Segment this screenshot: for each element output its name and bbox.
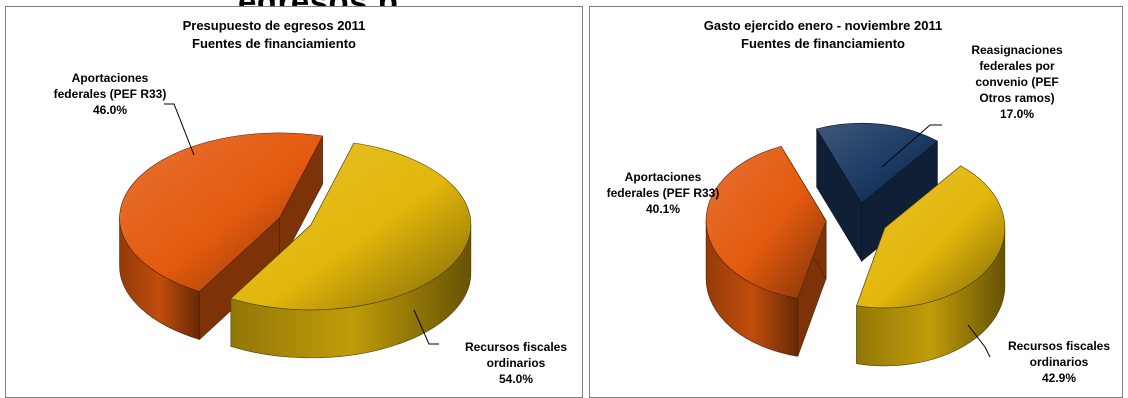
slice-label-federales: Aportaciones federales (PEF R33) 46.0% [53,71,167,117]
leader-line-fiscales [967,324,991,358]
chart-title-line-1: Gasto ejercido enero - noviembre 2011 [703,18,943,33]
chart-panel-presupuesto: Presupuesto de egresos 2011 Fuentes de f… [5,6,583,398]
pie-slice-federales [119,132,324,341]
chart-title-line-2: Fuentes de financiamiento [192,36,356,51]
leader-line-fiscales [413,309,439,345]
pie-slice-fiscales [856,165,1006,367]
pie-slice-reasignaciones [816,122,938,263]
slice-label-fiscales: Recursos fiscales ordinarios 54.0% [464,340,568,386]
chart-title-line-2: Fuentes de financiamiento [741,36,905,51]
pie-slice-fiscales [230,142,472,359]
pie-chart-gasto [705,122,1006,367]
pie-slice-federales [705,145,827,357]
leader-line-reasignaciones [881,124,942,168]
pie-chart-presupuesto [119,103,472,359]
slice-label-fiscales: Recursos fiscales ordinarios 42.9% [1007,339,1111,385]
slice-label-federales: Aportaciones federales (PEF R33) 40.1% [606,170,720,216]
leader-line-federales [164,103,195,156]
chart-title-line-1: Presupuesto de egresos 2011 [182,18,366,33]
slice-label-reasignaciones: Reasignaciones federales por convenio (P… [971,43,1063,121]
chart-panel-gasto: Gasto ejercido enero - noviembre 2011 Fu… [589,6,1123,398]
